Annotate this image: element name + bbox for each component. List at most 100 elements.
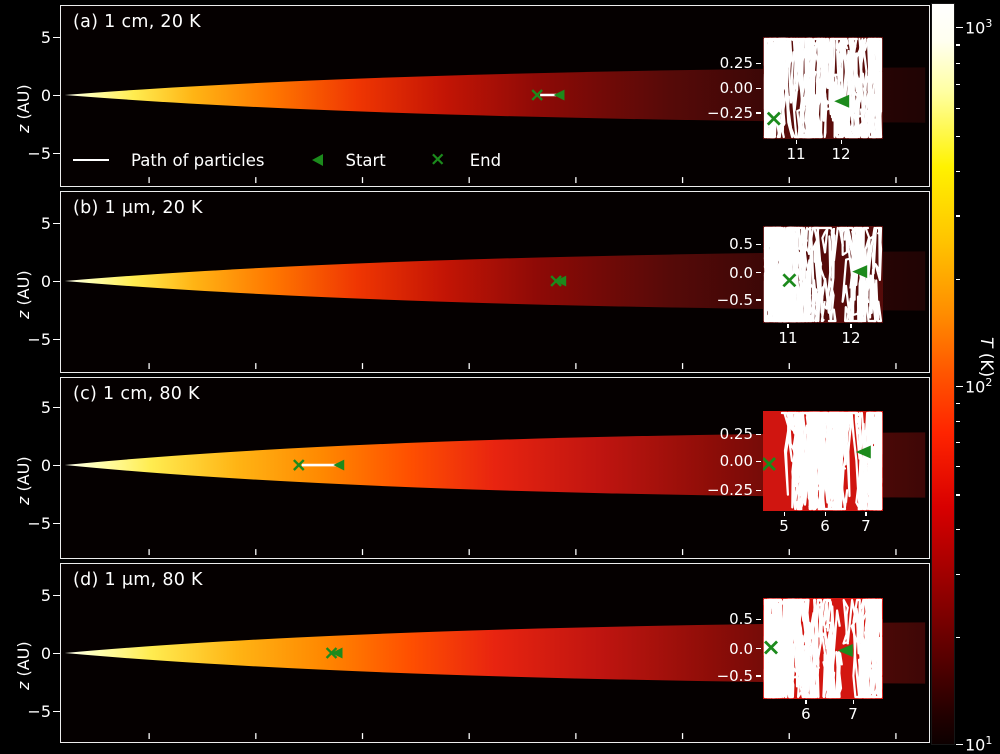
colorbar-minor-tick	[956, 107, 960, 109]
y-tick-mark	[53, 95, 60, 97]
particle-path	[796, 411, 849, 511]
particle-path	[839, 226, 871, 323]
inset-zoom-plot: 6 7 0.5 0.0 −0.5	[717, 598, 883, 723]
y-axis-symbol: z	[14, 124, 33, 133]
start-triangle-marker	[553, 89, 565, 101]
y-axis-symbol: z	[14, 681, 33, 690]
y-tick-mark	[53, 153, 60, 155]
panel-title: (d) 1 μm, 80 K	[73, 570, 203, 590]
colorbar-minor-tick	[956, 637, 960, 639]
inset-x-tick-mark	[852, 700, 854, 704]
inset-y-tick-label: 0.25	[719, 425, 753, 443]
colorbar-minor-tick	[956, 402, 960, 405]
colorbar-minor-tick	[956, 278, 960, 280]
inset-y-tick-mark	[756, 272, 761, 274]
legend-end-label: End	[469, 150, 502, 170]
y-tick-label: 0	[40, 644, 51, 663]
inset-x-tick-mark	[805, 700, 807, 704]
inset-x-tick-mark	[850, 324, 852, 328]
particle-path	[804, 37, 829, 139]
colorbar-minor-tick	[956, 215, 960, 217]
colorbar-minor-tick	[956, 83, 960, 85]
inset-path-plot	[763, 37, 883, 139]
inset-y-tick-label: 0.5	[729, 235, 753, 254]
colorbar-minor-tick	[956, 421, 960, 423]
inset-y-tick-mark	[756, 618, 761, 620]
particle-path	[852, 598, 883, 699]
disk-temperature-map	[64, 67, 926, 184]
start-triangle-icon	[312, 154, 324, 166]
y-tick-label: 5	[40, 586, 51, 605]
inset-zoom-plot: 5 6 7 0.25 0.00 −0.25	[707, 411, 883, 535]
end-x-marker	[293, 459, 305, 471]
colorbar-minor-tick	[956, 170, 960, 172]
y-tick-label: 5	[40, 28, 51, 47]
y-axis-label-d: z (AU)	[14, 641, 33, 690]
colorbar	[931, 3, 955, 745]
y-axis-label-c: z (AU)	[14, 456, 33, 505]
y-tick-mark	[53, 465, 60, 467]
colorbar-minor-tick	[956, 573, 960, 576]
particle-path	[816, 598, 841, 699]
colorbar-minor-tick	[956, 62, 960, 64]
end-x-marker	[531, 89, 543, 101]
y-tick-label: 0	[40, 456, 51, 475]
inset-x-tick-label: 6	[801, 705, 811, 723]
inset-zoom-plot: 11 12 0.5 0.0 −0.5	[717, 226, 883, 347]
particle-path	[857, 598, 883, 699]
panel-d: (d) 1 μm, 80 K 6 7 0.5 0.0 −0.5 5 0 −5	[27, 563, 930, 743]
particle-path	[839, 37, 868, 139]
y-tick-mark	[53, 595, 60, 597]
y-axis-label-b: z (AU)	[14, 270, 33, 319]
panel-title: (c) 1 cm, 80 K	[73, 384, 200, 404]
inset-y-tick-mark	[756, 648, 761, 650]
path-line-sample-icon	[73, 158, 109, 162]
inset-x-tick-label: 5	[779, 517, 789, 535]
inset-y-tick-label: 0.0	[729, 263, 753, 282]
y-tick-mark	[53, 281, 60, 283]
end-x-marker	[782, 273, 797, 288]
colorbar-minor-tick	[956, 442, 960, 444]
legend: Path of particles Start × End	[73, 147, 501, 173]
start-triangle-marker	[333, 459, 345, 471]
inset-x-tick-mark	[783, 512, 785, 516]
y-tick-label: −5	[27, 330, 51, 349]
colorbar-minor-tick	[956, 494, 960, 496]
y-tick-label: −5	[27, 144, 51, 163]
inset-y-tick-label: 0.5	[729, 610, 753, 629]
panel-a: (a) 1 cm, 20 K Path of particles Start ×…	[27, 5, 930, 187]
colorbar-axis-label: T (K)	[976, 337, 996, 377]
y-tick-label: 5	[40, 214, 51, 233]
disk-wedge	[64, 251, 926, 311]
particle-path	[871, 411, 883, 511]
end-x-marker	[764, 640, 779, 655]
inset-y-tick-label: 0.0	[729, 639, 753, 658]
colorbar-major-tick	[956, 386, 963, 388]
colorbar-tick-1000: 103	[965, 17, 993, 38]
inset-path-plot	[763, 411, 883, 511]
start-triangle-marker	[855, 445, 871, 459]
particle-path	[781, 598, 816, 699]
inset-y-tick-mark	[756, 675, 761, 677]
inset-y-tick-mark	[756, 62, 761, 64]
y-tick-label: −5	[27, 514, 51, 533]
end-x-marker	[763, 457, 776, 471]
disk-wedge	[64, 432, 926, 498]
end-x-marker	[766, 111, 781, 126]
y-tick-label: 0	[40, 86, 51, 105]
inset-x-tick-label: 7	[848, 705, 858, 723]
particle-path	[793, 37, 838, 139]
colorbar-minor-tick	[956, 44, 960, 46]
inset-y-tick-mark	[756, 489, 761, 491]
inset-y-tick-label: −0.25	[707, 481, 753, 499]
inset-x-tick-mark	[795, 140, 797, 144]
inset-y-tick-label: 0.25	[719, 54, 753, 72]
inset-y-tick-label: 0.00	[719, 452, 753, 470]
particle-path	[763, 226, 789, 323]
inset-x-tick-label: 12	[831, 145, 851, 163]
colorbar-minor-tick	[956, 466, 960, 468]
particle-path	[847, 411, 883, 511]
colorbar-minor-tick	[956, 135, 960, 138]
legend-path-label: Path of particles	[131, 150, 265, 170]
start-triangle-marker	[331, 647, 343, 659]
